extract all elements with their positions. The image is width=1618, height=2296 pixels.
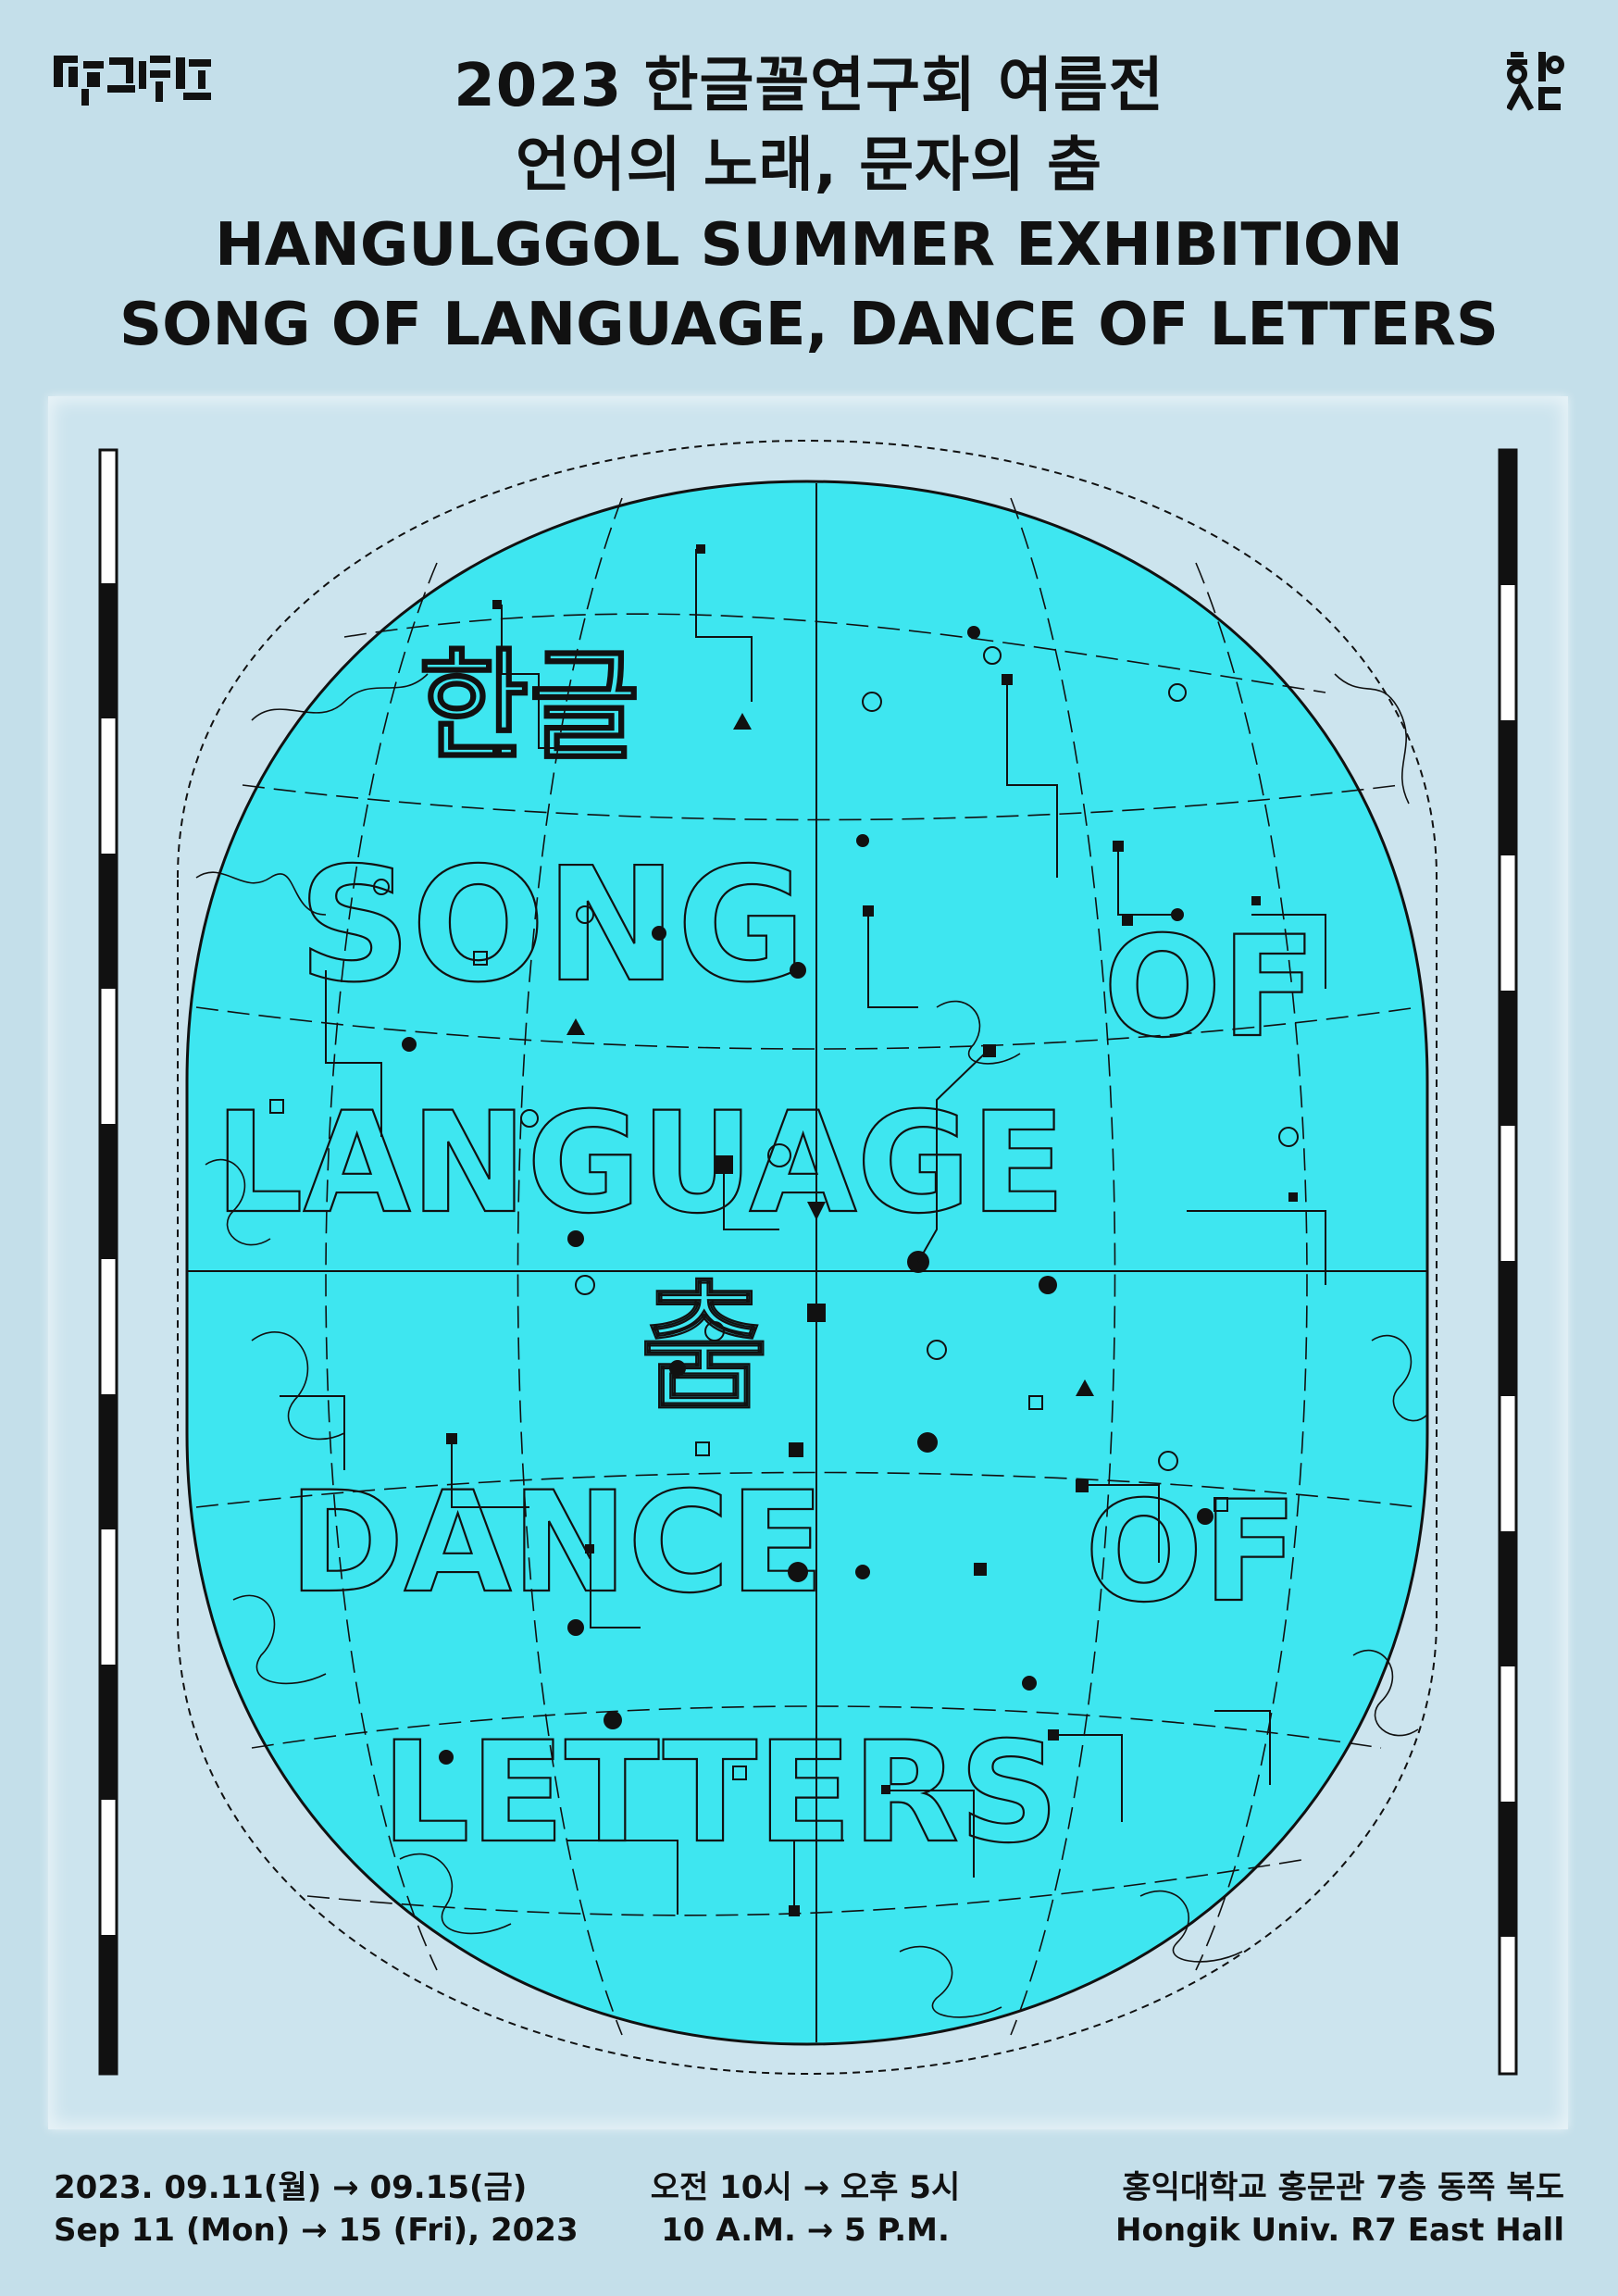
title-korean-line-1: 2023 한글꼴연구회 여름전	[454, 52, 1164, 120]
time-english: 10 A.M. → 5 P.M.	[661, 2212, 950, 2249]
letters-letters: LETTERS	[381, 1713, 1059, 1874]
letters-song: SONG	[298, 834, 806, 1017]
star-map-globe-illustration: 한글 SONG OF LANGUAGE 춤 DANCE OF LETTERS	[98, 439, 1518, 2076]
hongik-design-logo-icon	[1507, 52, 1564, 111]
letters-language: LANGUAGE	[215, 1083, 1065, 1244]
date-info: 2023. 09.11(월) → 09.15(금) Sep 11 (Mon) →…	[54, 2166, 579, 2252]
time-korean: 오전 10시 → 오후 5시	[650, 2169, 961, 2206]
letters-dance: DANCE	[289, 1463, 825, 1624]
letters-of-2: OF	[1085, 1472, 1298, 1633]
date-korean: 2023. 09.11(월) → 09.15(금)	[54, 2169, 528, 2206]
artwork-panel: 한글 SONG OF LANGUAGE 춤 DANCE OF LETTERS	[48, 396, 1568, 2129]
left-scale-bar	[98, 448, 118, 2076]
letters-chum: 춤	[641, 1268, 768, 1429]
venue-info: 홍익대학교 홍문관 7층 동쪽 복도 Hongik Univ. R7 East …	[1115, 2166, 1564, 2252]
hangulggol-logo-icon	[54, 56, 211, 106]
outer-dashed-boundary	[177, 439, 1438, 2076]
title-english-line-2: SONG OF LANGUAGE, DANCE OF LETTERS	[118, 291, 1500, 359]
title-english-line-1: HANGULGGOL SUMMER EXHIBITION	[215, 211, 1403, 280]
venue-english: Hongik Univ. R7 East Hall	[1115, 2212, 1564, 2249]
exhibition-title: 2023 한글꼴연구회 여름전 언어의 노래, 문자의 춤 HANGULGGOL…	[0, 46, 1618, 365]
time-info: 오전 10시 → 오후 5시 10 A.M. → 5 P.M.	[648, 2166, 963, 2252]
venue-korean: 홍익대학교 홍문관 7층 동쪽 복도	[1122, 2169, 1564, 2206]
letters-of-1: OF	[1103, 907, 1316, 1068]
letters-hangul: 한글	[418, 636, 640, 777]
date-english: Sep 11 (Mon) → 15 (Fri), 2023	[54, 2212, 579, 2249]
right-scale-bar	[1498, 448, 1518, 2076]
title-korean-line-2: 언어의 노래, 문자의 춤	[515, 131, 1103, 200]
